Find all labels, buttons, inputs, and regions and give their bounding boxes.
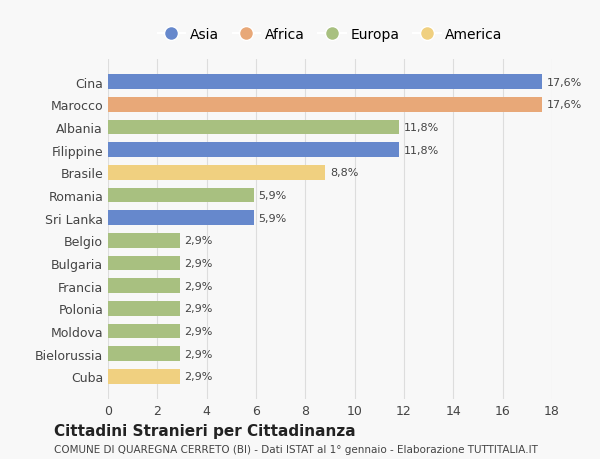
Text: 2,9%: 2,9%: [184, 281, 213, 291]
Text: 5,9%: 5,9%: [259, 213, 287, 223]
Text: 17,6%: 17,6%: [547, 78, 583, 88]
Bar: [108, 75, 542, 90]
Text: 5,9%: 5,9%: [259, 190, 287, 201]
Text: 17,6%: 17,6%: [547, 100, 583, 110]
Text: Cittadini Stranieri per Cittadinanza: Cittadini Stranieri per Cittadinanza: [54, 423, 356, 438]
Bar: [108, 98, 542, 112]
Bar: [108, 143, 399, 158]
Bar: [108, 347, 179, 361]
Text: 2,9%: 2,9%: [184, 349, 213, 359]
Legend: Asia, Africa, Europa, America: Asia, Africa, Europa, America: [152, 22, 508, 47]
Text: 11,8%: 11,8%: [404, 146, 439, 155]
Bar: [108, 369, 179, 384]
Bar: [108, 279, 179, 293]
Bar: [108, 211, 254, 225]
Bar: [108, 324, 179, 339]
Text: 2,9%: 2,9%: [184, 304, 213, 313]
Bar: [108, 188, 254, 203]
Bar: [108, 301, 179, 316]
Text: 2,9%: 2,9%: [184, 371, 213, 381]
Bar: [108, 256, 179, 271]
Text: 2,9%: 2,9%: [184, 326, 213, 336]
Bar: [108, 120, 399, 135]
Bar: [108, 166, 325, 180]
Bar: [108, 234, 179, 248]
Text: 8,8%: 8,8%: [330, 168, 358, 178]
Text: 11,8%: 11,8%: [404, 123, 439, 133]
Text: 2,9%: 2,9%: [184, 258, 213, 269]
Text: 2,9%: 2,9%: [184, 236, 213, 246]
Text: COMUNE DI QUAREGNA CERRETO (BI) - Dati ISTAT al 1° gennaio - Elaborazione TUTTIT: COMUNE DI QUAREGNA CERRETO (BI) - Dati I…: [54, 444, 538, 454]
